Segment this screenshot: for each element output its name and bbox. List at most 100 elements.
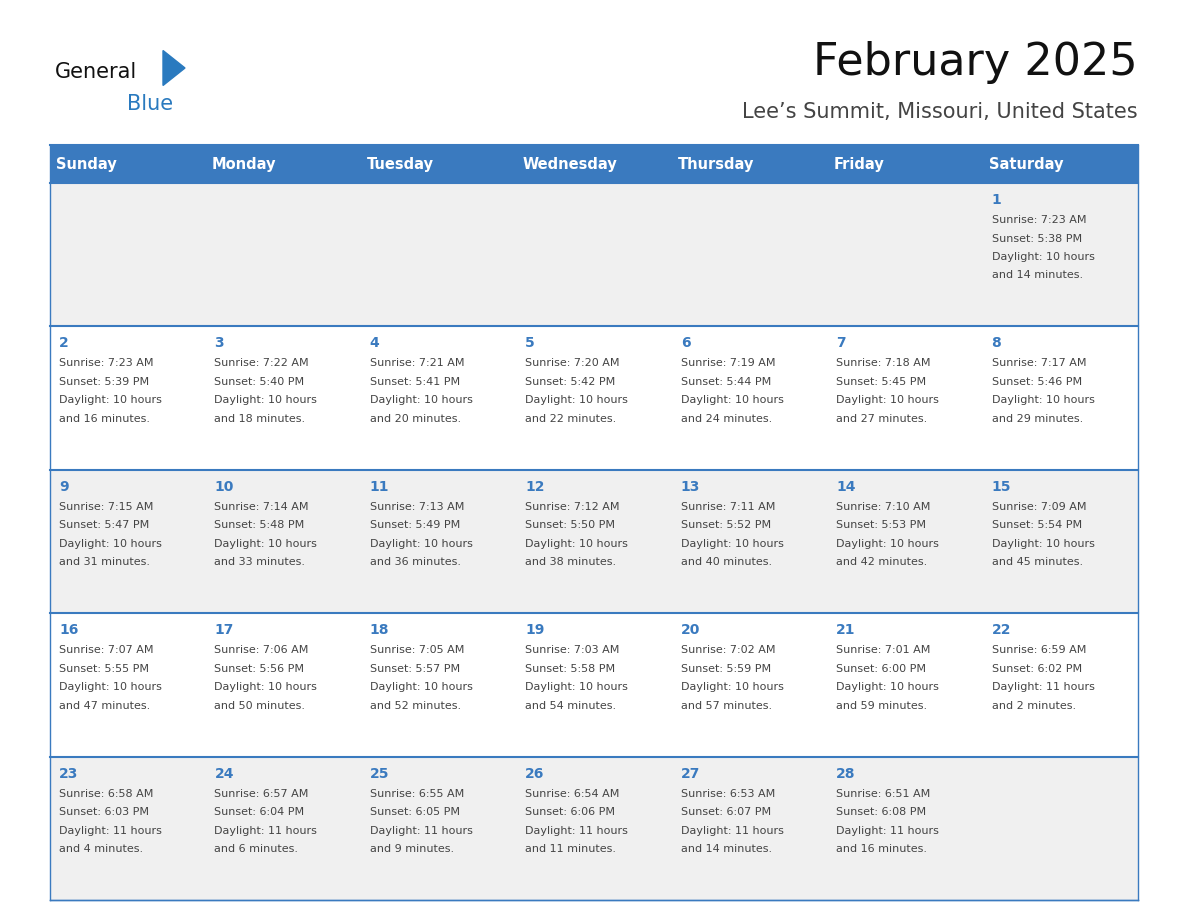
Text: Sunday: Sunday (56, 156, 116, 172)
Text: Sunrise: 6:53 AM: Sunrise: 6:53 AM (681, 789, 775, 799)
Text: Sunrise: 7:11 AM: Sunrise: 7:11 AM (681, 502, 775, 512)
Text: Sunrise: 7:17 AM: Sunrise: 7:17 AM (992, 358, 1086, 368)
Text: and 14 minutes.: and 14 minutes. (992, 271, 1082, 281)
Text: 26: 26 (525, 767, 544, 780)
Text: Sunset: 6:07 PM: Sunset: 6:07 PM (681, 807, 771, 817)
Text: Daylight: 10 hours: Daylight: 10 hours (214, 539, 317, 549)
Bar (50, 613, 1138, 756)
Text: Sunrise: 7:14 AM: Sunrise: 7:14 AM (214, 502, 309, 512)
Text: Friday: Friday (833, 156, 884, 172)
Text: 5: 5 (525, 336, 535, 351)
Text: and 2 minutes.: and 2 minutes. (992, 700, 1075, 711)
Text: Sunrise: 7:20 AM: Sunrise: 7:20 AM (525, 358, 620, 368)
Text: Sunset: 5:46 PM: Sunset: 5:46 PM (992, 377, 1082, 386)
Text: Monday: Monday (211, 156, 276, 172)
Text: and 4 minutes.: and 4 minutes. (59, 844, 143, 854)
Text: Daylight: 11 hours: Daylight: 11 hours (369, 825, 473, 835)
Text: Daylight: 10 hours: Daylight: 10 hours (681, 682, 784, 692)
Text: Daylight: 10 hours: Daylight: 10 hours (525, 396, 628, 406)
Text: Sunrise: 7:12 AM: Sunrise: 7:12 AM (525, 502, 620, 512)
Text: Sunrise: 7:18 AM: Sunrise: 7:18 AM (836, 358, 930, 368)
Text: 13: 13 (681, 480, 700, 494)
Text: 19: 19 (525, 623, 544, 637)
Text: Sunset: 5:38 PM: Sunset: 5:38 PM (992, 233, 1082, 243)
Text: Sunrise: 7:21 AM: Sunrise: 7:21 AM (369, 358, 465, 368)
Text: Sunrise: 7:06 AM: Sunrise: 7:06 AM (214, 645, 309, 655)
Text: Sunrise: 7:03 AM: Sunrise: 7:03 AM (525, 645, 620, 655)
Text: Sunrise: 7:19 AM: Sunrise: 7:19 AM (681, 358, 776, 368)
Text: Sunset: 5:45 PM: Sunset: 5:45 PM (836, 377, 927, 386)
Text: 14: 14 (836, 480, 855, 494)
Text: 25: 25 (369, 767, 390, 780)
Text: and 45 minutes.: and 45 minutes. (992, 557, 1082, 567)
Text: Sunset: 5:39 PM: Sunset: 5:39 PM (59, 377, 150, 386)
Text: Sunset: 5:57 PM: Sunset: 5:57 PM (369, 664, 460, 674)
Text: Sunset: 5:56 PM: Sunset: 5:56 PM (214, 664, 304, 674)
Text: Sunrise: 7:15 AM: Sunrise: 7:15 AM (59, 502, 153, 512)
Text: Sunrise: 7:01 AM: Sunrise: 7:01 AM (836, 645, 930, 655)
Text: Sunset: 6:05 PM: Sunset: 6:05 PM (369, 807, 460, 817)
Bar (50, 470, 1138, 613)
Bar (50, 145, 1138, 183)
Text: and 16 minutes.: and 16 minutes. (836, 844, 927, 854)
Text: Sunset: 5:42 PM: Sunset: 5:42 PM (525, 377, 615, 386)
Text: Daylight: 10 hours: Daylight: 10 hours (59, 682, 162, 692)
Text: Sunset: 5:54 PM: Sunset: 5:54 PM (992, 521, 1082, 531)
Text: Daylight: 10 hours: Daylight: 10 hours (525, 682, 628, 692)
Text: Sunset: 5:40 PM: Sunset: 5:40 PM (214, 377, 304, 386)
Text: Daylight: 10 hours: Daylight: 10 hours (369, 539, 473, 549)
Text: Sunset: 5:53 PM: Sunset: 5:53 PM (836, 521, 927, 531)
Text: and 11 minutes.: and 11 minutes. (525, 844, 617, 854)
Text: Sunrise: 6:54 AM: Sunrise: 6:54 AM (525, 789, 620, 799)
Text: Sunset: 6:02 PM: Sunset: 6:02 PM (992, 664, 1082, 674)
Text: and 31 minutes.: and 31 minutes. (59, 557, 150, 567)
Text: Sunrise: 6:55 AM: Sunrise: 6:55 AM (369, 789, 465, 799)
Text: February 2025: February 2025 (814, 40, 1138, 84)
Bar (50, 756, 1138, 900)
Text: and 24 minutes.: and 24 minutes. (681, 414, 772, 424)
Text: Lee’s Summit, Missouri, United States: Lee’s Summit, Missouri, United States (742, 102, 1138, 122)
Text: and 18 minutes.: and 18 minutes. (214, 414, 305, 424)
Text: and 16 minutes.: and 16 minutes. (59, 414, 150, 424)
Text: Daylight: 10 hours: Daylight: 10 hours (59, 539, 162, 549)
Text: 18: 18 (369, 623, 390, 637)
Text: Sunrise: 7:13 AM: Sunrise: 7:13 AM (369, 502, 465, 512)
Text: Sunset: 5:50 PM: Sunset: 5:50 PM (525, 521, 615, 531)
Text: 9: 9 (59, 480, 69, 494)
Text: Daylight: 10 hours: Daylight: 10 hours (214, 396, 317, 406)
Text: Wednesday: Wednesday (523, 156, 618, 172)
Text: 27: 27 (681, 767, 700, 780)
Text: Daylight: 10 hours: Daylight: 10 hours (214, 682, 317, 692)
Text: and 33 minutes.: and 33 minutes. (214, 557, 305, 567)
Text: Daylight: 11 hours: Daylight: 11 hours (681, 825, 784, 835)
Text: 23: 23 (59, 767, 78, 780)
Text: 2: 2 (59, 336, 69, 351)
Text: and 47 minutes.: and 47 minutes. (59, 700, 150, 711)
Text: 21: 21 (836, 623, 855, 637)
Text: and 40 minutes.: and 40 minutes. (681, 557, 772, 567)
Text: 7: 7 (836, 336, 846, 351)
Text: Sunset: 5:55 PM: Sunset: 5:55 PM (59, 664, 148, 674)
Text: Sunset: 5:47 PM: Sunset: 5:47 PM (59, 521, 150, 531)
Text: Sunrise: 7:10 AM: Sunrise: 7:10 AM (836, 502, 930, 512)
Text: Daylight: 10 hours: Daylight: 10 hours (369, 396, 473, 406)
Text: Daylight: 10 hours: Daylight: 10 hours (681, 539, 784, 549)
Text: 8: 8 (992, 336, 1001, 351)
Text: Daylight: 11 hours: Daylight: 11 hours (836, 825, 939, 835)
Text: Daylight: 11 hours: Daylight: 11 hours (992, 682, 1094, 692)
Text: Sunset: 6:03 PM: Sunset: 6:03 PM (59, 807, 148, 817)
Text: 4: 4 (369, 336, 380, 351)
Text: 6: 6 (681, 336, 690, 351)
Text: and 42 minutes.: and 42 minutes. (836, 557, 928, 567)
Text: and 27 minutes.: and 27 minutes. (836, 414, 928, 424)
Bar (50, 183, 1138, 327)
Text: Sunset: 6:00 PM: Sunset: 6:00 PM (836, 664, 927, 674)
Text: Sunset: 6:06 PM: Sunset: 6:06 PM (525, 807, 615, 817)
Text: Sunrise: 7:22 AM: Sunrise: 7:22 AM (214, 358, 309, 368)
Text: 16: 16 (59, 623, 78, 637)
Text: Daylight: 11 hours: Daylight: 11 hours (214, 825, 317, 835)
Text: General: General (55, 62, 138, 82)
Text: Daylight: 11 hours: Daylight: 11 hours (59, 825, 162, 835)
Text: Sunrise: 7:09 AM: Sunrise: 7:09 AM (992, 502, 1086, 512)
Text: Sunset: 5:52 PM: Sunset: 5:52 PM (681, 521, 771, 531)
